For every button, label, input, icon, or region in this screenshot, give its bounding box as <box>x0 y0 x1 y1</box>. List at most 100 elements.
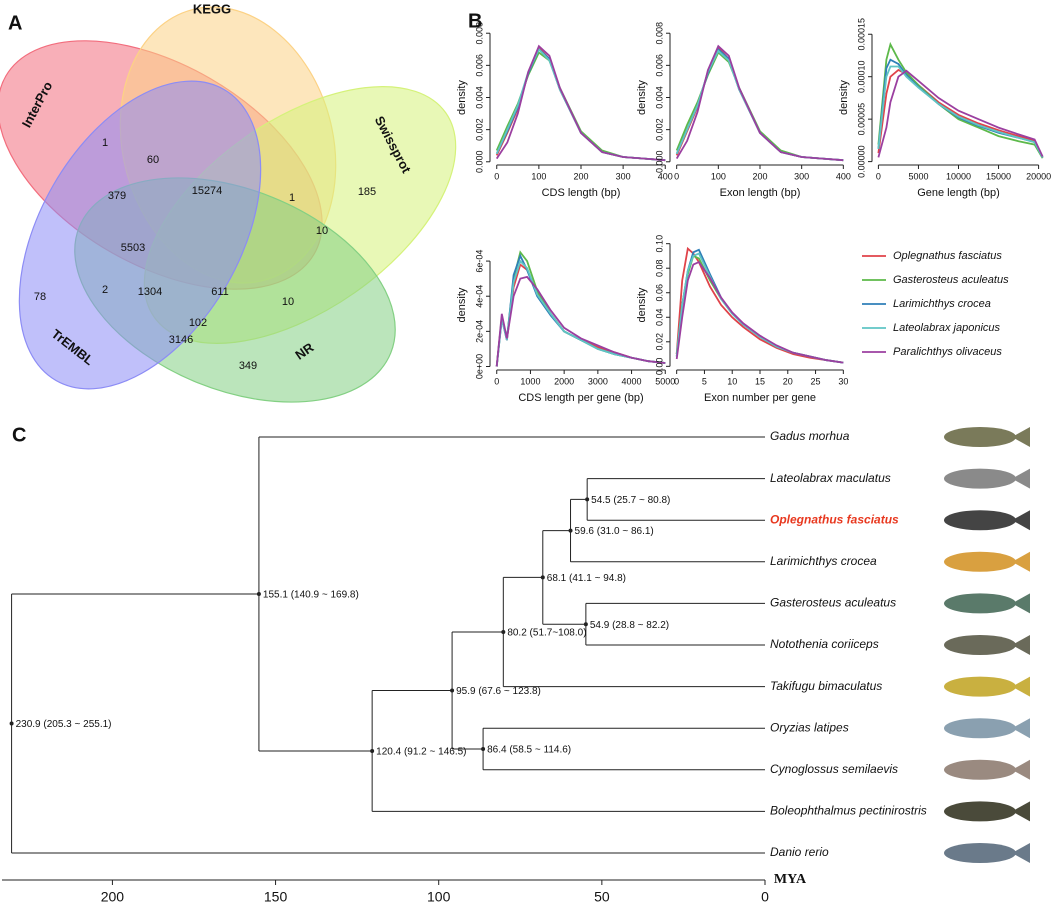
fish-tail <box>1012 468 1030 489</box>
y-axis-label: density <box>456 80 468 115</box>
node <box>501 630 506 634</box>
y-tick-label: 0.00010 <box>856 60 866 93</box>
node <box>568 528 573 533</box>
x-tick-label: 10 <box>727 376 737 386</box>
legend-label: Lateolabrax japonicus <box>893 322 1001 334</box>
density-line <box>495 275 666 367</box>
venn-count: 1 <box>102 137 108 149</box>
fish-body <box>944 427 1016 447</box>
venn-count: 60 <box>147 154 159 166</box>
x-tick-label: 100 <box>531 171 546 181</box>
fish-image <box>944 676 1030 697</box>
x-tick-label: 15 <box>755 376 765 386</box>
fish-tail <box>1012 593 1030 614</box>
fish-body <box>944 635 1016 655</box>
node-label: 68.1 (41.1 ~ 94.8) <box>547 573 626 584</box>
y-axis-label: density <box>838 80 850 115</box>
x-tick-label: 10000 <box>946 171 971 181</box>
node-label: 59.6 (31.0 ~ 86.1) <box>575 526 654 537</box>
density-line <box>675 260 844 364</box>
fish-image <box>944 510 1030 531</box>
node-label: 120.4 (91.2 ~ 146.5) <box>376 747 466 758</box>
y-tick-label: 0.02 <box>654 333 664 351</box>
fish-body <box>944 593 1016 614</box>
node <box>256 591 261 596</box>
venn-count: 1304 <box>138 286 162 298</box>
fish-tail <box>1012 718 1030 739</box>
venn-count: 2 <box>102 284 108 296</box>
x-tick-label: 30 <box>838 376 848 386</box>
fish-tail <box>1012 427 1030 447</box>
fish-tail <box>1012 843 1030 863</box>
x-tick-label: 200 <box>573 171 588 181</box>
y-tick-label: 0.000 <box>474 151 484 174</box>
x-tick-label: 0 <box>674 376 679 386</box>
node-label: 86.4 (58.5 ~ 114.6) <box>487 745 571 756</box>
x-tick-label: 2000 <box>554 376 574 386</box>
fish-image <box>944 843 1030 863</box>
panel-label: A <box>8 12 22 34</box>
x-tick-label: 0 <box>876 171 881 181</box>
fish-body <box>944 468 1016 489</box>
leaf-label: Lateolabrax maculatus <box>770 471 891 485</box>
fish-tail <box>1012 551 1030 572</box>
panel-label: C <box>12 424 26 446</box>
leaf-label: Boleophthalmus pectinirostris <box>770 804 927 818</box>
node-label: 155.1 (140.9 ~ 169.8) <box>263 590 359 601</box>
fish-image <box>944 593 1030 614</box>
venn-count: 10 <box>282 296 294 308</box>
fish-image <box>944 427 1030 447</box>
venn-count: 15274 <box>192 185 223 197</box>
y-axis-label: density <box>636 80 648 115</box>
venn-set-label: KEGG <box>193 1 231 16</box>
x-tick-label: 300 <box>616 171 631 181</box>
density-line <box>675 246 844 364</box>
y-axis-label: density <box>456 287 468 322</box>
y-tick-label: 0.00005 <box>856 103 866 136</box>
fish-body <box>944 759 1016 780</box>
venn-set <box>18 80 262 390</box>
legend-label: Larimichthys crocea <box>893 298 991 310</box>
venn-count: 3146 <box>169 334 193 346</box>
node <box>481 747 486 751</box>
leaf-label: Oryzias latipes <box>770 720 849 734</box>
venn-count: 102 <box>189 317 207 329</box>
leaf-label: Takifugu bimaculatus <box>770 679 882 693</box>
y-tick-label: 0e+00 <box>474 354 484 379</box>
y-tick-label: 0.08 <box>654 259 664 277</box>
fish-tail <box>1012 801 1030 822</box>
fish-body <box>944 801 1016 822</box>
x-tick-label: 300 <box>794 171 809 181</box>
x-axis-label: Exon number per gene <box>704 392 816 404</box>
fish-image <box>944 551 1030 572</box>
y-tick-label: 0.10 <box>654 235 664 253</box>
venn-count: 78 <box>34 291 46 303</box>
y-tick-label: 2e-04 <box>474 320 484 343</box>
node <box>9 721 14 726</box>
x-tick-label: 0 <box>761 889 769 905</box>
x-tick-label: 200 <box>101 889 125 905</box>
fish-tail <box>1012 676 1030 697</box>
x-tick-label: 0 <box>674 171 679 181</box>
x-tick-label: 25 <box>811 376 821 386</box>
fish-image <box>944 759 1030 780</box>
x-tick-label: 15000 <box>986 171 1011 181</box>
y-tick-label: 0.006 <box>654 54 664 77</box>
venn-count: 185 <box>358 186 376 198</box>
leaf-label: Gasterosteus aculeatus <box>770 596 896 610</box>
venn-count: 611 <box>211 286 229 298</box>
x-tick-label: 5 <box>702 376 707 386</box>
fish-body <box>944 843 1016 863</box>
panel-label: B <box>468 10 482 32</box>
fish-body <box>944 676 1016 697</box>
fish-body <box>944 718 1016 739</box>
x-tick-label: 3000 <box>588 376 608 386</box>
y-tick-label: 0.04 <box>654 308 664 326</box>
y-tick-label: 0.008 <box>654 22 664 45</box>
node-label: 54.5 (25.7 ~ 80.8) <box>591 495 670 506</box>
venn-count: 5503 <box>121 242 145 254</box>
y-tick-label: 0.00 <box>654 358 664 376</box>
leaf-label: Danio rerio <box>770 845 829 859</box>
fish-image <box>944 801 1030 822</box>
